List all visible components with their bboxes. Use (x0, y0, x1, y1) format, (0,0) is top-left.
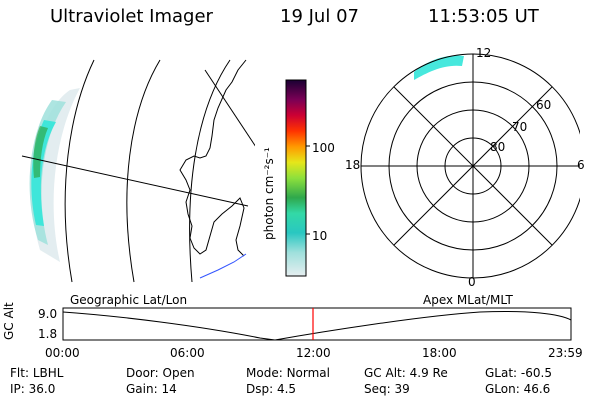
colorbar-unit-label: photon cm⁻²s⁻¹ (262, 147, 276, 240)
info-label: GLon: (485, 382, 520, 396)
colorbar-tick-100: 100 (312, 141, 335, 155)
info-gc-alt: GC Alt: 4.9 Re (364, 366, 448, 380)
timeline-y-tick-max: 9.0 (38, 307, 58, 321)
info-mode: Mode: Normal (246, 366, 330, 380)
aurora-peak (33, 126, 48, 178)
info-value: 4.9 Re (409, 366, 448, 380)
timeline-y-label: GC Alt (2, 302, 16, 340)
info-label: Seq: (364, 382, 391, 396)
timeline-left-title: Geographic Lat/Lon (70, 293, 188, 307)
info-seq: Seq: 39 (364, 382, 410, 396)
info-value: -60.5 (520, 366, 552, 380)
info-flt: Flt: LBHL (10, 366, 63, 380)
info-label: GLat: (485, 366, 518, 380)
info-value: 39 (394, 382, 410, 396)
info-label: IP: (10, 382, 25, 396)
info-label: Gain: (126, 382, 158, 396)
mlt-label-12: 12 (476, 46, 492, 60)
info-value: Open (162, 366, 195, 380)
mlt-label-6: 6 (577, 158, 585, 172)
timeline-x-tick-1800: 18:00 (422, 346, 457, 360)
colorbar (285, 79, 310, 277)
lat-label-70: 70 (512, 120, 528, 134)
polar-axis (393, 86, 553, 246)
info-gain: Gain: 14 (126, 382, 177, 396)
timeline-frame (62, 307, 572, 341)
lat-arc (64, 59, 95, 283)
mlt-label-0: 0 (468, 275, 476, 289)
lat-label-60: 60 (536, 98, 552, 112)
colorbar-scale (285, 79, 307, 277)
info-label: GC Alt: (364, 366, 406, 380)
lat-arc (126, 59, 161, 283)
info-label: Flt: (10, 366, 29, 380)
info-glon: GLon: 46.6 (485, 382, 550, 396)
timeline-y-tick-min: 1.8 (38, 327, 58, 341)
mlt-label-18: 18 (345, 158, 361, 172)
lat-arc (189, 59, 231, 283)
altitude-curve (62, 310, 572, 341)
info-value: 4.5 (276, 382, 297, 396)
timeline-x-tick-1200: 12:00 (296, 346, 331, 360)
app-title: Ultraviolet Imager (50, 6, 213, 27)
timeline-right-title: Apex MLat/MLT (423, 293, 513, 307)
aurora-oval (414, 55, 464, 80)
coastline (179, 59, 247, 257)
info-label: Mode: (246, 366, 283, 380)
lon-line (204, 69, 255, 147)
coastline-highlight (199, 253, 247, 279)
info-value: 14 (161, 382, 177, 396)
info-ip: IP: 36.0 (10, 382, 55, 396)
altitude-timeline (62, 307, 572, 341)
date-label: 19 Jul 07 (280, 6, 359, 27)
info-value: 36.0 (28, 382, 56, 396)
time-label: 11:53:05 UT (428, 6, 539, 27)
info-door: Door: Open (126, 366, 195, 380)
colorbar-tick-10: 10 (312, 229, 328, 243)
info-dsp: Dsp: 4.5 (246, 382, 296, 396)
geographic-image (21, 59, 255, 283)
info-value: Normal (286, 366, 330, 380)
timeline-x-tick-0600: 06:00 (170, 346, 205, 360)
polar-mlt-plot (360, 53, 580, 279)
lon-line (21, 155, 249, 207)
timeline-x-tick-2359: 23:59 (548, 346, 583, 360)
info-glat: GLat: -60.5 (485, 366, 552, 380)
info-value: LBHL (32, 366, 64, 380)
lat-label-80: 80 (490, 140, 506, 154)
info-label: Door: (126, 366, 159, 380)
info-value: 46.6 (523, 382, 551, 396)
timeline-x-tick-0000: 00:00 (45, 346, 80, 360)
info-label: Dsp: (246, 382, 274, 396)
